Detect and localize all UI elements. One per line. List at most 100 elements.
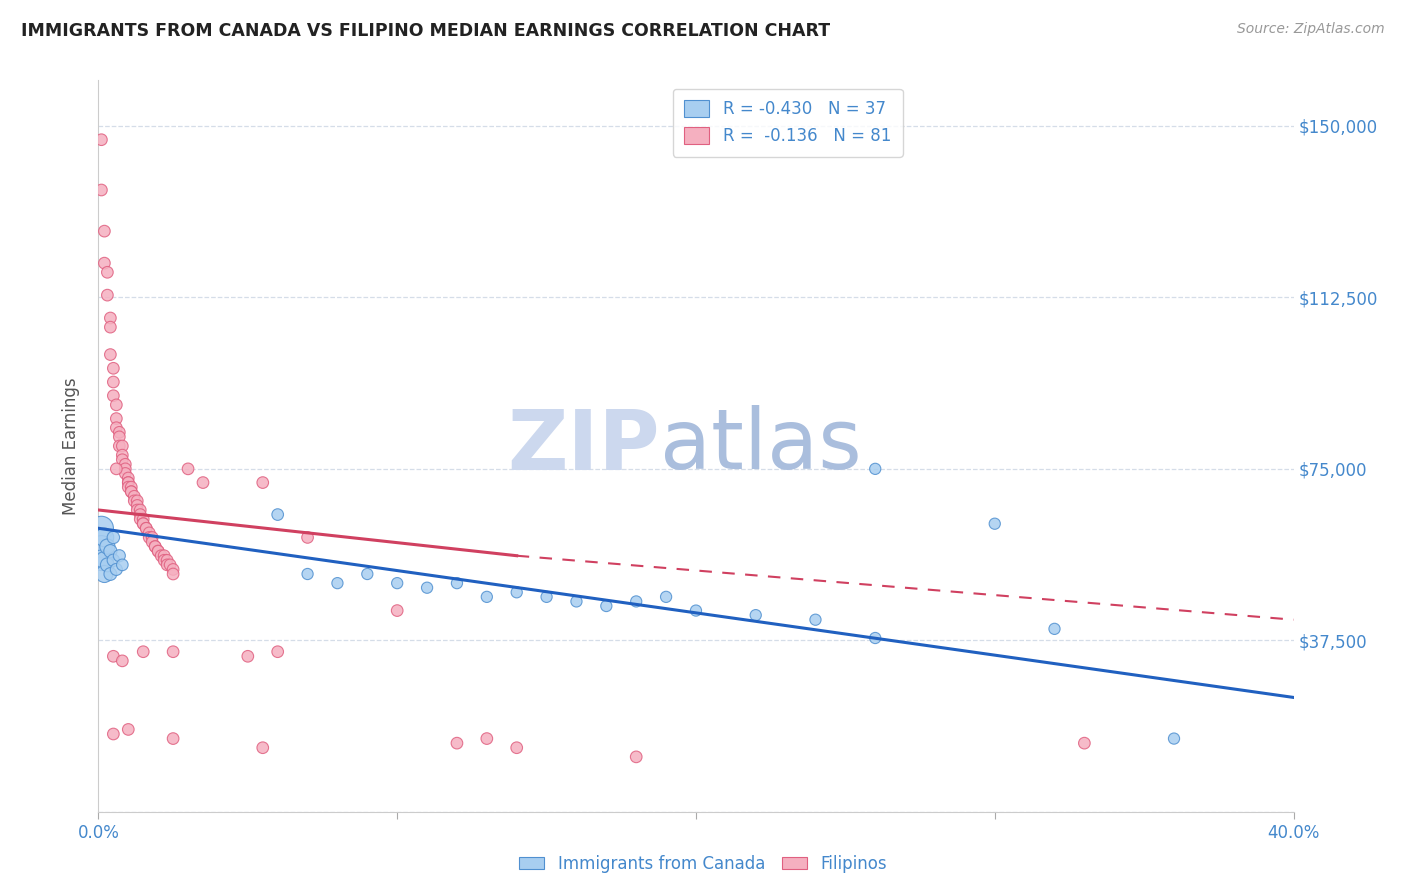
Point (156, 553, 179, 567)
Point (108, 549, 131, 563)
Point (98, 347, 122, 362)
Point (98, 544, 122, 558)
Point (141, 535, 163, 549)
Point (138, 530, 160, 544)
Point (105, 420, 128, 434)
Point (138, 525, 160, 540)
Point (117, 475, 139, 490)
Text: ZIP: ZIP (508, 406, 661, 486)
Point (626, 594, 648, 608)
Point (96, 288, 118, 302)
Point (385, 603, 409, 617)
Point (111, 452, 134, 467)
Point (135, 521, 157, 535)
Point (103, 530, 125, 544)
Point (150, 549, 173, 563)
Point (865, 631, 887, 645)
Point (252, 740, 274, 755)
Point (103, 727, 125, 741)
Point (159, 558, 181, 572)
Point (1073, 736, 1095, 750)
Point (595, 599, 617, 613)
Point (156, 558, 179, 572)
Point (108, 439, 131, 453)
Point (93, 530, 115, 544)
Point (117, 723, 139, 737)
Point (93, 256, 115, 270)
Point (90, 521, 112, 535)
Point (105, 398, 128, 412)
Point (111, 558, 134, 572)
Point (108, 430, 131, 444)
Point (446, 576, 468, 591)
Point (117, 475, 139, 490)
Point (93, 553, 115, 567)
Point (191, 475, 214, 490)
Point (120, 480, 142, 494)
Legend: Immigrants from Canada, Filipinos: Immigrants from Canada, Filipinos (513, 848, 893, 880)
Point (267, 645, 290, 659)
Point (90, 183, 112, 197)
Point (114, 462, 136, 476)
Point (117, 471, 139, 485)
Point (105, 562, 128, 576)
Point (127, 503, 149, 517)
Point (148, 544, 170, 558)
Point (114, 457, 136, 471)
Point (1043, 622, 1066, 636)
Point (267, 508, 290, 522)
Point (132, 645, 155, 659)
Point (356, 567, 378, 582)
Point (297, 567, 319, 582)
Point (153, 553, 176, 567)
Point (111, 654, 134, 668)
Point (446, 736, 468, 750)
Point (90, 540, 112, 554)
Point (506, 740, 529, 755)
Point (93, 224, 115, 238)
Point (105, 462, 128, 476)
Point (475, 731, 498, 746)
Point (127, 493, 149, 508)
Point (475, 590, 498, 604)
Point (297, 530, 319, 544)
Point (506, 585, 529, 599)
Point (96, 540, 118, 554)
Point (132, 516, 155, 531)
Point (865, 462, 887, 476)
Point (90, 133, 112, 147)
Point (132, 516, 155, 531)
Point (1163, 731, 1185, 746)
Point (129, 508, 152, 522)
Point (117, 480, 139, 494)
Point (132, 512, 155, 526)
Point (804, 613, 827, 627)
Text: IMMIGRANTS FROM CANADA VS FILIPINO MEDIAN EARNINGS CORRELATION CHART: IMMIGRANTS FROM CANADA VS FILIPINO MEDIA… (21, 22, 830, 40)
Point (90, 553, 112, 567)
Point (120, 484, 142, 499)
Point (536, 590, 558, 604)
Point (162, 731, 184, 746)
Point (984, 516, 1007, 531)
Point (124, 489, 146, 503)
Point (153, 549, 176, 563)
Point (162, 645, 184, 659)
Point (177, 462, 200, 476)
Point (124, 493, 146, 508)
Point (745, 608, 768, 623)
Point (626, 749, 648, 764)
Text: Source: ZipAtlas.com: Source: ZipAtlas.com (1237, 22, 1385, 37)
Point (96, 265, 118, 279)
Point (129, 503, 152, 517)
Point (98, 567, 122, 582)
Point (98, 320, 122, 334)
Point (111, 448, 134, 462)
Point (127, 499, 149, 513)
Point (103, 649, 125, 664)
Legend: R = -0.430   N = 37, R =  -0.136   N = 81: R = -0.430 N = 37, R = -0.136 N = 81 (672, 88, 903, 157)
Point (565, 594, 588, 608)
Point (96, 558, 118, 572)
Point (148, 544, 170, 558)
Point (103, 375, 125, 389)
Point (120, 484, 142, 499)
